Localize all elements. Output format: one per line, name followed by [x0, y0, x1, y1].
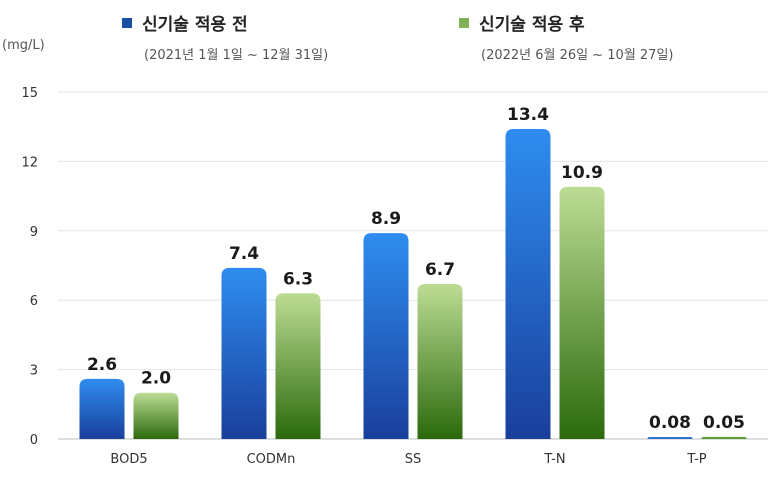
x-tick-label: BOD5 [110, 452, 147, 467]
bar-before-t-p [647, 437, 693, 439]
y-tick-label: 15 [21, 86, 38, 101]
y-tick-label: 3 [30, 364, 38, 379]
data-label: 10.9 [561, 163, 603, 183]
data-label: 7.4 [229, 244, 259, 264]
data-label: 0.05 [703, 413, 745, 433]
legend-after-label: 신기술 적용 후 [479, 15, 585, 35]
x-tick-label: T-P [686, 452, 706, 467]
legend-after-swatch [459, 17, 469, 28]
bar-after-bod5 [133, 392, 179, 439]
legend-after-period: (2022년 6월 26일 ~ 10월 27일) [481, 48, 674, 63]
x-tick-labels: BOD5 CODMn SS T-N T-P [110, 452, 706, 467]
y-tick-label: 12 [21, 155, 38, 170]
data-label: 6.7 [425, 260, 455, 280]
x-tick-label: SS [405, 452, 422, 467]
y-tick-label: 0 [30, 433, 38, 448]
y-tick-label: 6 [30, 294, 38, 309]
bar-after-t-n [559, 186, 605, 439]
bar-after-t-p [701, 437, 747, 439]
bar-before-t-n [505, 129, 551, 439]
data-label: 0.08 [649, 413, 691, 433]
y-axis-unit: (mg/L) [2, 38, 45, 53]
bar-before-codmn [221, 267, 267, 439]
data-label: 2.6 [87, 355, 117, 375]
bars: 2.6 2.0 7.4 6.3 8.9 6.7 13.4 10.9 0.08 0.05 [79, 105, 747, 439]
legend-before-label: 신기술 적용 전 [142, 15, 248, 35]
x-tick-label: T-N [543, 452, 565, 467]
y-tick-label: 9 [30, 225, 38, 240]
legend-before: 신기술 적용 전 (2021년 1월 1일 ~ 12월 31일) [122, 10, 328, 63]
data-label: 8.9 [371, 209, 401, 229]
bar-before-bod5 [79, 378, 125, 439]
y-tick-labels: 0 3 6 9 12 15 [21, 86, 38, 448]
data-label: 13.4 [507, 105, 549, 125]
legend-before-swatch [122, 17, 132, 28]
data-label: 2.0 [141, 369, 171, 389]
bar-after-ss [417, 284, 463, 439]
legend-after: 신기술 적용 후 (2022년 6월 26일 ~ 10월 27일) [459, 10, 673, 63]
legend-before-period: (2021년 1월 1일 ~ 12월 31일) [144, 48, 329, 63]
bar-after-codmn [275, 293, 321, 439]
bar-before-ss [363, 233, 409, 439]
x-tick-label: CODMn [247, 452, 296, 467]
data-label: 6.3 [283, 269, 313, 289]
